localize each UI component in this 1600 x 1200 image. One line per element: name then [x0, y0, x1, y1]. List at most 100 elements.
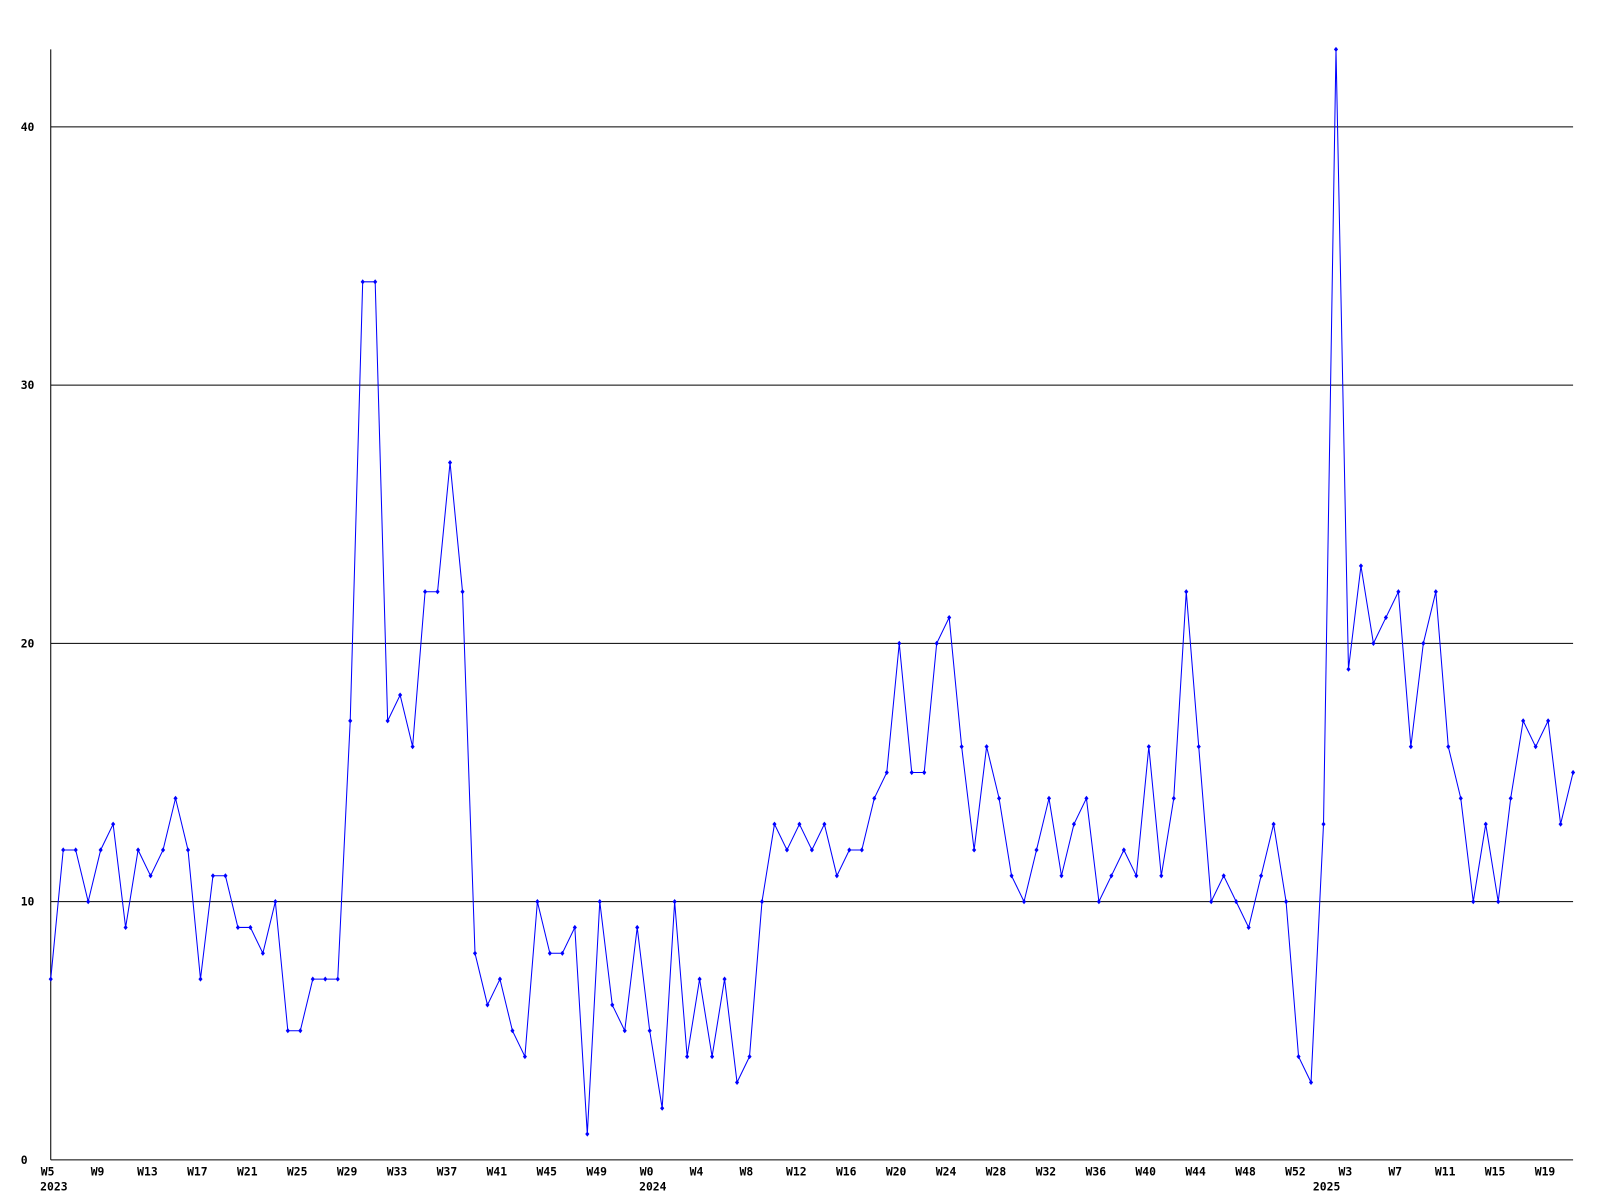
data-point [722, 976, 727, 982]
data-point [984, 744, 989, 750]
data-point [1296, 1053, 1301, 1060]
data-point [1333, 46, 1339, 52]
data-point [1308, 1079, 1314, 1085]
x-tick-label: W29 [337, 1164, 358, 1178]
data-point [1071, 821, 1077, 827]
x-tick-label: W36 [1086, 1164, 1107, 1178]
data-point [1421, 640, 1426, 646]
data-point [185, 847, 191, 853]
data-point [148, 873, 153, 879]
data-line [50, 49, 1574, 1135]
data-point [1558, 821, 1563, 827]
data-point [160, 847, 166, 853]
x-tick-label: W11 [1435, 1164, 1456, 1178]
data-point [86, 899, 91, 905]
x-tick-label: W32 [1036, 1164, 1057, 1178]
data-point [1483, 821, 1488, 827]
data-point [1408, 744, 1413, 750]
x-tick-label: W16 [836, 1164, 857, 1178]
data-point [1009, 873, 1014, 879]
data-point [597, 899, 602, 905]
data-point [1346, 666, 1351, 672]
data-point [1034, 847, 1039, 853]
data-point [1109, 873, 1114, 879]
data-point [560, 950, 565, 956]
data-point [1471, 899, 1476, 905]
x-year-label: 2024 [639, 1180, 667, 1194]
data-point [348, 718, 353, 724]
data-point [73, 847, 78, 853]
x-tick-label: W20 [886, 1164, 907, 1178]
data-point [1209, 899, 1214, 905]
data-point [1284, 899, 1289, 905]
data-point [123, 924, 128, 931]
data-point [884, 769, 889, 776]
data-point [497, 976, 503, 982]
x-tick-label: W33 [387, 1164, 408, 1178]
x-tick-label: W25 [287, 1164, 308, 1178]
data-point [298, 1028, 303, 1034]
data-point [1159, 873, 1164, 879]
data-point [797, 821, 802, 827]
data-point [572, 924, 577, 931]
data-point [1533, 744, 1538, 750]
data-point [635, 924, 640, 931]
data-point [98, 847, 103, 853]
data-point [485, 1002, 490, 1008]
data-point [1171, 795, 1176, 801]
data-point [772, 821, 777, 827]
y-tick-label: 10 [21, 895, 35, 909]
data-point [972, 847, 977, 853]
x-tick-label: W48 [1235, 1164, 1256, 1178]
x-tick-label: W41 [487, 1164, 508, 1178]
data-point [809, 847, 814, 853]
data-point [1571, 769, 1576, 776]
data-point [410, 744, 415, 750]
x-tick-label: W5 [41, 1164, 55, 1178]
x-tick-label: W15 [1485, 1164, 1506, 1178]
x-tick-label: W28 [986, 1164, 1007, 1178]
data-point [1246, 924, 1251, 931]
data-point [1446, 744, 1451, 750]
data-point [373, 279, 378, 285]
data-point [472, 950, 478, 956]
data-point [1184, 589, 1189, 595]
data-point [447, 460, 453, 466]
data-point [1121, 847, 1126, 853]
data-point [223, 873, 228, 879]
data-point [360, 279, 365, 285]
data-point [585, 1131, 590, 1137]
data-point [1458, 795, 1463, 801]
y-tick-label: 40 [21, 120, 35, 134]
data-point [398, 692, 403, 698]
data-point [1021, 899, 1027, 905]
x-tick-label: W7 [1388, 1164, 1402, 1178]
data-point [1096, 899, 1101, 905]
data-point [747, 1053, 752, 1060]
y-tick-label: 0 [21, 1153, 28, 1167]
x-tick-label: W3 [1339, 1164, 1353, 1178]
data-point [1521, 718, 1526, 724]
data-point [136, 847, 141, 853]
data-point [1196, 744, 1201, 750]
data-point [922, 769, 927, 776]
data-point [235, 924, 240, 931]
x-tick-label: W49 [586, 1164, 607, 1178]
data-point [210, 873, 216, 879]
y-tick-label: 20 [21, 637, 35, 651]
data-point [685, 1053, 690, 1060]
data-point [697, 976, 702, 982]
data-point [1046, 795, 1052, 801]
data-point [1371, 640, 1376, 646]
data-point [423, 589, 428, 595]
data-point [1146, 744, 1151, 750]
data-point [1259, 873, 1264, 879]
data-point [1221, 873, 1226, 879]
data-point [510, 1028, 515, 1034]
data-point [260, 950, 265, 956]
data-point [710, 1053, 715, 1060]
x-year-label: 2023 [40, 1180, 68, 1194]
data-point [1134, 873, 1139, 879]
data-point [1059, 873, 1064, 879]
